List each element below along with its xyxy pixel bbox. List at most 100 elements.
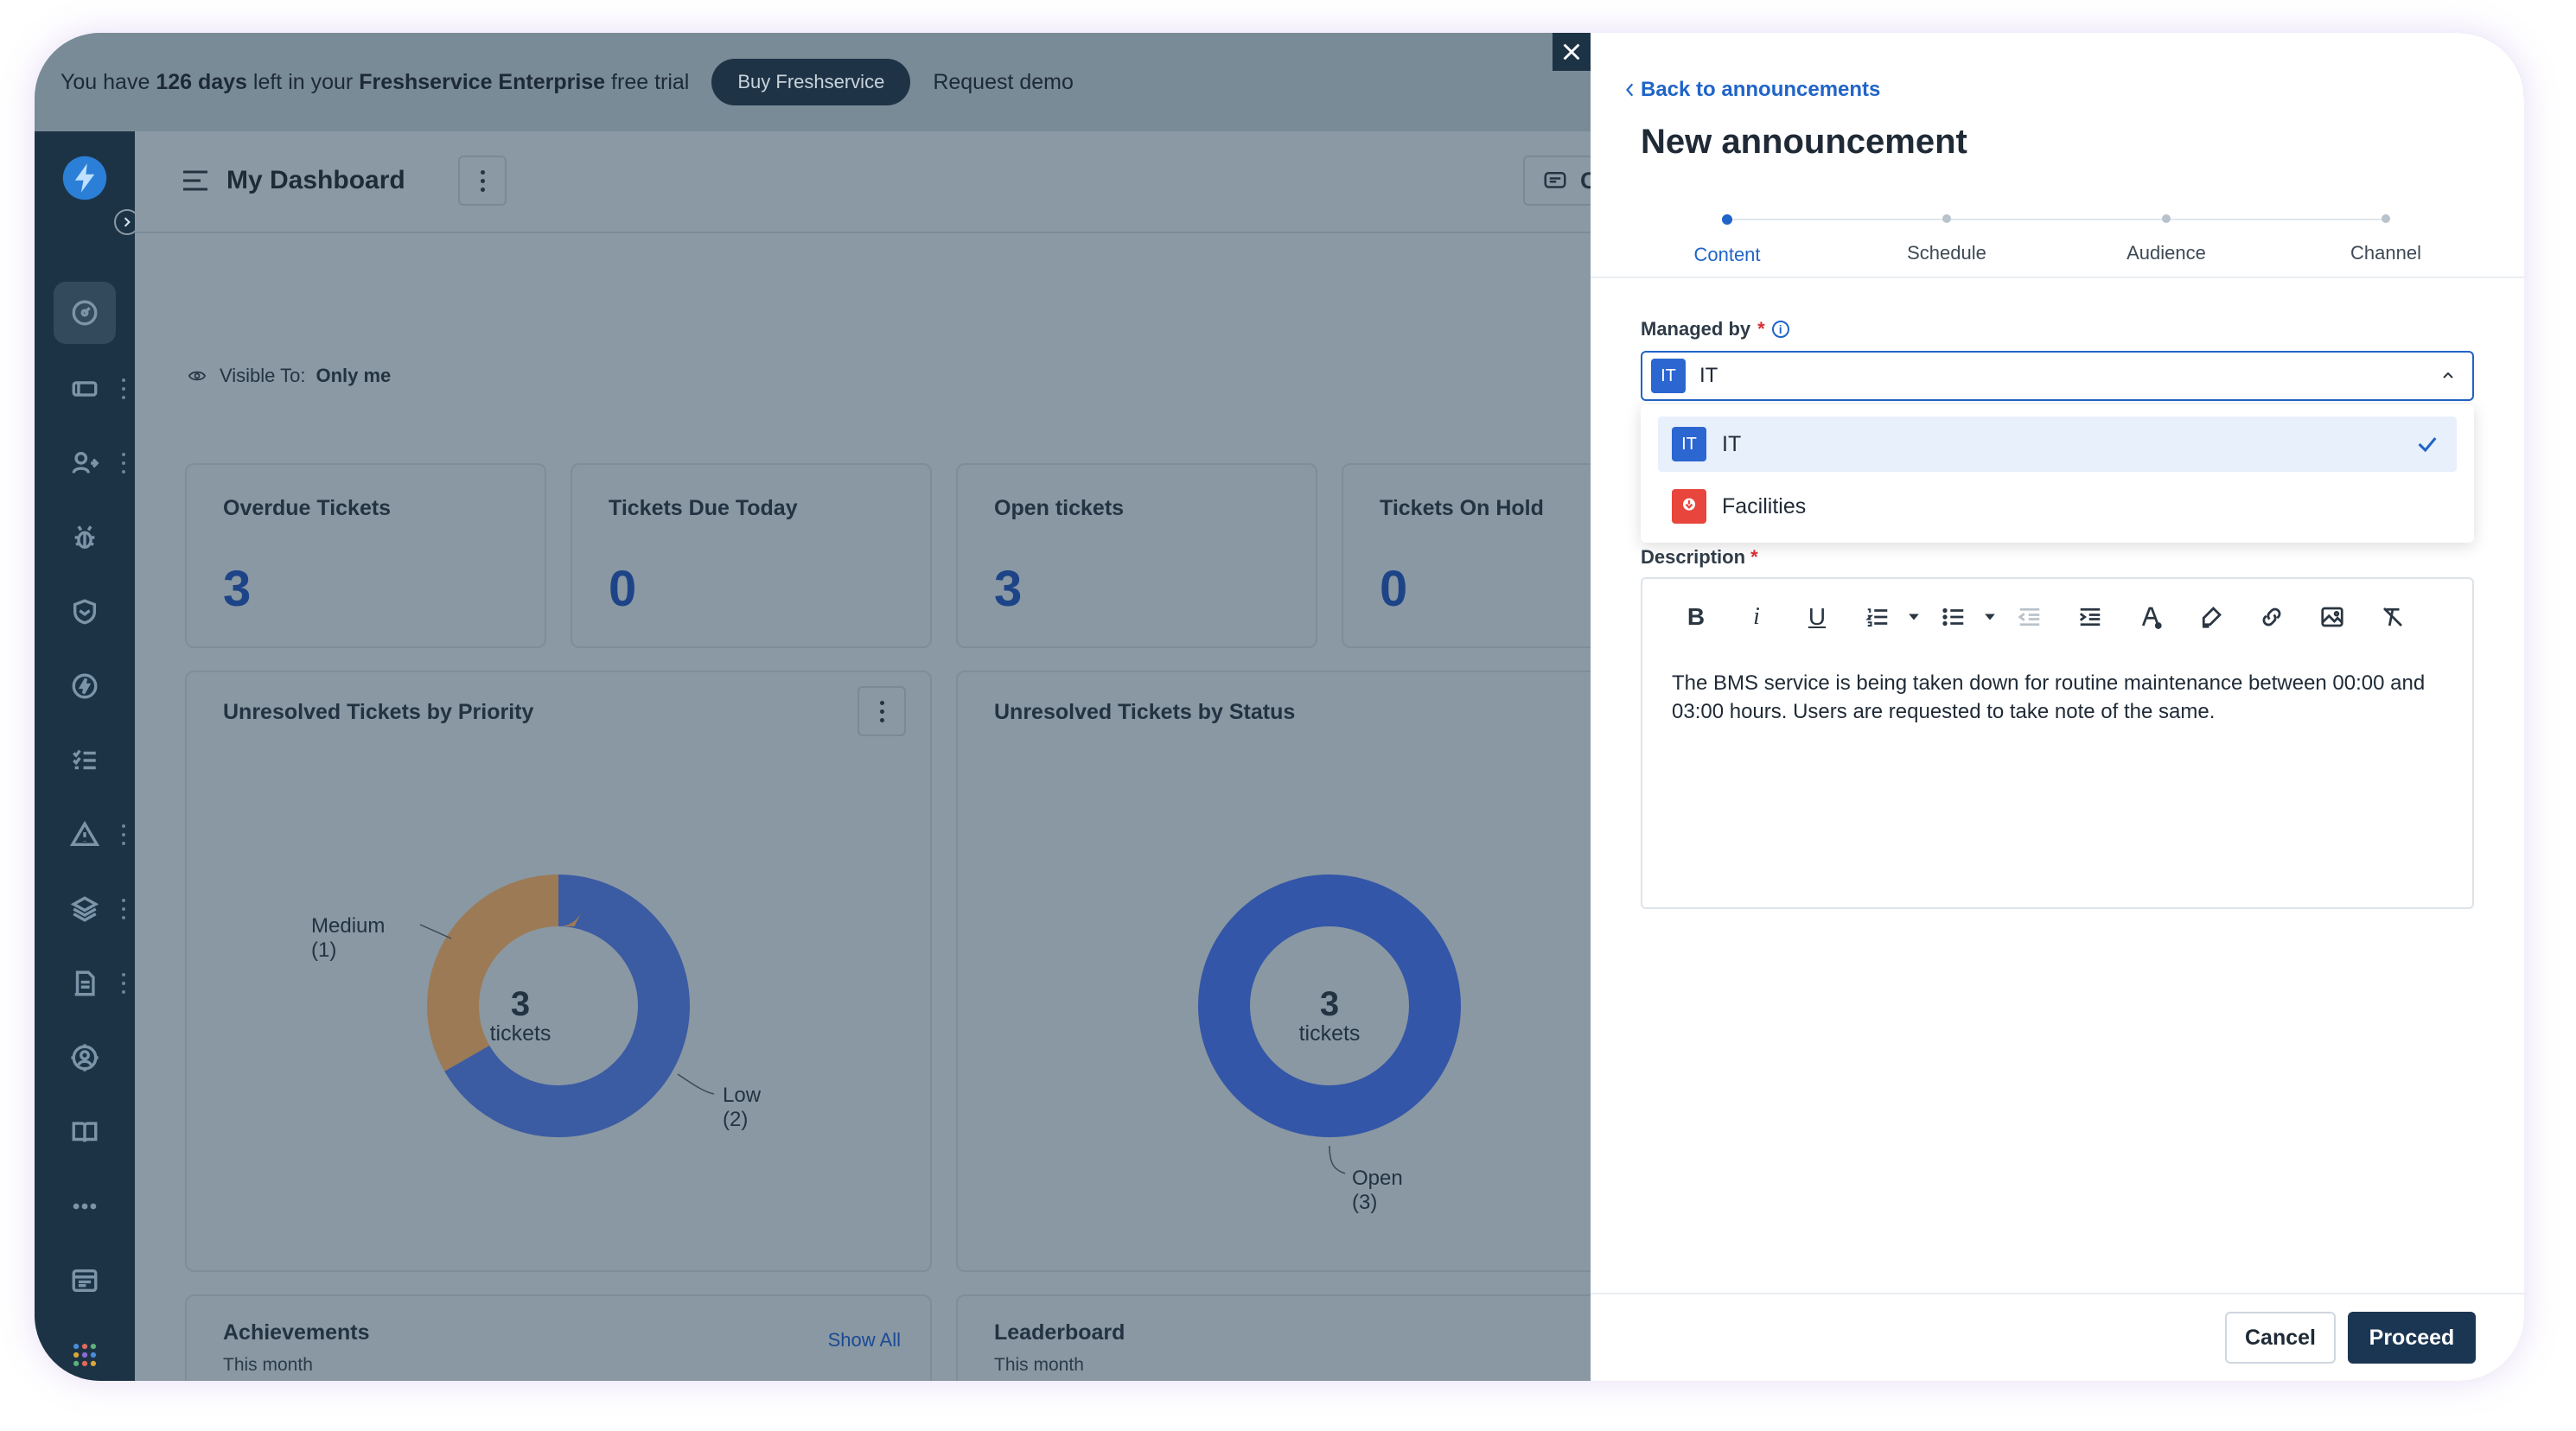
ticket-icon[interactable]: [54, 358, 116, 420]
bold-icon[interactable]: B: [1687, 603, 1706, 630]
link-icon[interactable]: [2253, 598, 2291, 636]
stat-value: 0: [609, 561, 637, 617]
more-icon[interactable]: [54, 1175, 116, 1237]
chat-icon: [1544, 172, 1566, 188]
dashboard-options-button[interactable]: [458, 156, 507, 206]
document-more-icon[interactable]: [121, 973, 126, 994]
description-editor[interactable]: B i U The BMS service is being taken dow…: [1641, 577, 2474, 909]
underline-icon[interactable]: U: [1808, 603, 1827, 630]
new-announcement-panel: Back to announcements New announcement C…: [1591, 33, 2524, 1381]
warning-more-icon[interactable]: [121, 824, 126, 845]
description-label: Description *: [1641, 546, 1758, 569]
step-dot: [2162, 214, 2171, 223]
highlight-icon[interactable]: [2192, 598, 2230, 636]
it-badge: IT: [1651, 359, 1686, 393]
book-icon[interactable]: [54, 1101, 116, 1163]
dashboard-icon[interactable]: [54, 282, 116, 344]
lightning-icon[interactable]: [54, 655, 116, 717]
caret-down-icon[interactable]: [1980, 598, 2000, 636]
selected-value: IT: [1699, 364, 1718, 387]
show-all-link[interactable]: Show All: [827, 1329, 901, 1351]
trial-middle: left in your: [252, 69, 354, 94]
request-demo-link[interactable]: Request demo: [933, 69, 1074, 94]
bug-icon[interactable]: [54, 506, 116, 569]
step-line: [1727, 219, 2384, 220]
text-color-icon[interactable]: [2132, 598, 2170, 636]
step-label: Content: [1693, 244, 1761, 265]
facilities-icon: [1672, 489, 1706, 524]
stat-title: Open tickets: [994, 496, 1125, 520]
apps-icon[interactable]: [54, 1324, 116, 1381]
ordered-list-icon[interactable]: [1859, 598, 1897, 636]
required-mark: *: [1750, 546, 1758, 568]
step-dot: [1942, 214, 1951, 223]
step-label: Schedule: [1907, 242, 1986, 264]
info-icon[interactable]: i: [1771, 321, 1789, 338]
managed-by-label: Managed by * i: [1641, 318, 1789, 340]
proceed-button[interactable]: Proceed: [2348, 1312, 2476, 1364]
outdent-icon[interactable]: [2011, 598, 2049, 636]
stat-value: 0: [1380, 561, 1408, 617]
user-more-icon[interactable]: [121, 453, 126, 474]
option-facilities[interactable]: Facilities: [1658, 479, 2457, 534]
required-mark: *: [1757, 318, 1765, 340]
step-label: Audience: [2126, 242, 2206, 264]
status-chart-widget: Unresolved Tickets by Status 3 tickets O…: [956, 671, 1703, 1272]
option-it[interactable]: IT IT: [1658, 417, 2457, 472]
trial-days: 126 days: [156, 69, 247, 94]
step-schedule[interactable]: Schedule: [1860, 214, 2033, 264]
layers-more-icon[interactable]: [121, 899, 126, 919]
step-content[interactable]: Content: [1641, 214, 1814, 266]
chart-options-button[interactable]: [858, 686, 906, 736]
step-audience[interactable]: Audience: [2080, 214, 2253, 264]
stat-card-due-today[interactable]: Tickets Due Today 0: [571, 463, 932, 648]
layers-icon[interactable]: [54, 878, 116, 940]
image-icon[interactable]: [2313, 598, 2351, 636]
clear-format-icon[interactable]: [2374, 598, 2412, 636]
divider: [1591, 277, 2524, 278]
sidebar: [35, 131, 140, 1381]
indent-icon[interactable]: [2071, 598, 2109, 636]
buy-freshservice-button[interactable]: Buy Freshservice: [711, 59, 911, 105]
checklist-icon[interactable]: [54, 729, 116, 792]
stat-card-overdue[interactable]: Overdue Tickets 3: [185, 463, 546, 648]
segment-count: (3): [1352, 1191, 1378, 1214]
contact-support-icon[interactable]: [54, 1027, 116, 1089]
description-text[interactable]: The BMS service is being taken down for …: [1672, 671, 2426, 723]
donut-slice-open[interactable]: [1198, 874, 1461, 1137]
managed-by-select[interactable]: IT IT: [1641, 351, 2474, 401]
chart-label-open: Open (3): [1352, 1167, 1403, 1215]
stat-value: 3: [223, 561, 252, 617]
status-center-value: 3: [1319, 985, 1340, 1023]
warning-icon[interactable]: [54, 804, 116, 866]
ticket-more-icon[interactable]: [121, 378, 126, 399]
stat-card-open[interactable]: Open tickets 3: [956, 463, 1317, 648]
achievements-title: Achievements: [223, 1320, 370, 1345]
segment-name: Open: [1352, 1167, 1403, 1190]
status-center-label: tickets: [1298, 1021, 1361, 1046]
managed-by-dropdown: IT IT Facilities: [1641, 404, 2474, 543]
inbox-icon[interactable]: [54, 1250, 116, 1312]
bullet-list-icon[interactable]: [1935, 598, 1973, 636]
back-label: Back to announcements: [1641, 78, 1881, 101]
close-panel-button[interactable]: [1553, 33, 1591, 71]
menu-icon[interactable]: [182, 168, 209, 194]
priority-center-value: 3: [510, 985, 531, 1023]
step-dot: [1722, 214, 1732, 225]
stat-title: Overdue Tickets: [223, 496, 392, 520]
segment-count: (2): [723, 1108, 749, 1131]
caret-down-icon[interactable]: [1903, 598, 1924, 636]
priority-chart-title: Unresolved Tickets by Priority: [223, 700, 534, 724]
italic-icon[interactable]: i: [1753, 603, 1760, 630]
dashboard-topbar: My Dashboard Cha: [135, 131, 1627, 233]
user-swap-icon[interactable]: [54, 432, 116, 494]
it-badge: IT: [1672, 427, 1706, 461]
step-channel[interactable]: Channel: [2299, 214, 2472, 264]
back-to-announcements-link[interactable]: Back to announcements: [1625, 78, 1880, 102]
document-icon[interactable]: [54, 952, 116, 1014]
bolt-logo[interactable]: [54, 147, 116, 209]
shield-icon[interactable]: [54, 581, 116, 643]
stat-title: Tickets On Hold: [1380, 496, 1544, 520]
donut-slice-medium[interactable]: [427, 874, 690, 1137]
cancel-button[interactable]: Cancel: [2225, 1312, 2336, 1364]
